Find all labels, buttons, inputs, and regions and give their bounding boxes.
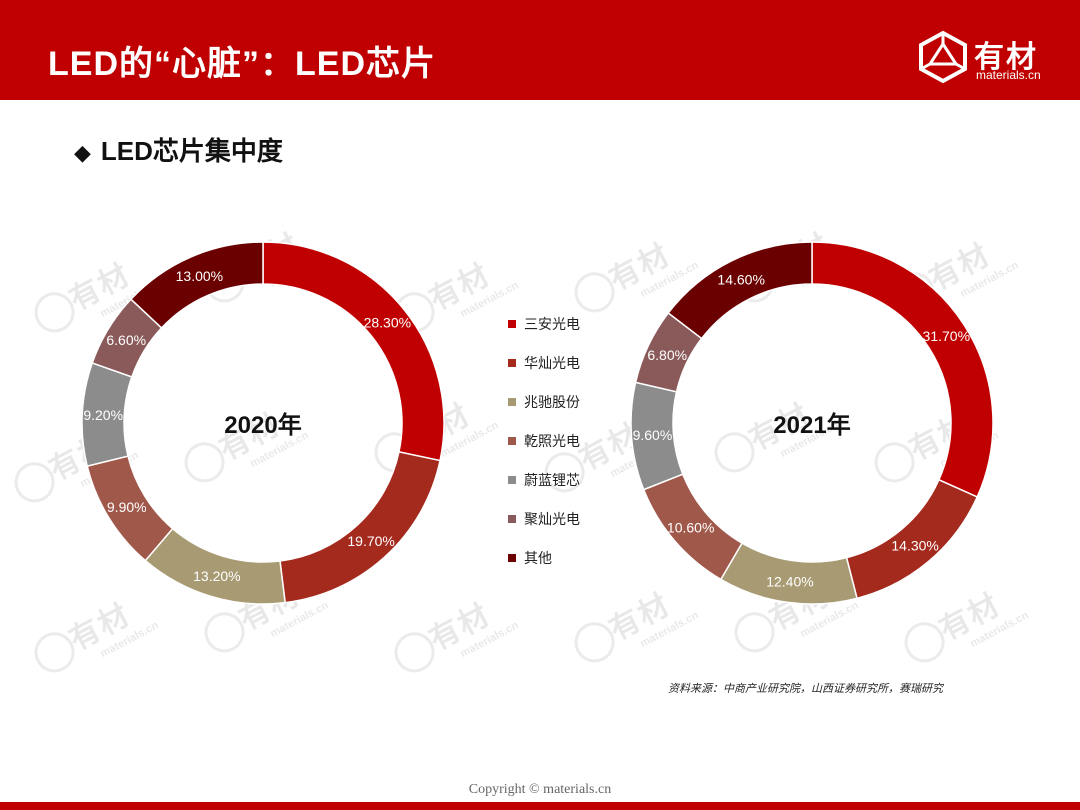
legend-label: 华灿光电 [524,355,580,371]
legend-label: 其他 [524,550,552,566]
legend-item: 其他 [508,548,580,568]
legend-label: 聚灿光电 [524,511,580,527]
diamond-bullet-icon: ◆ [74,140,91,165]
data-label: 13.20% [193,568,240,584]
donut-slice [667,241,813,340]
donut-slice [144,527,286,605]
legend-label: 蔚蓝锂芯 [524,472,580,488]
donut-chart-1: 31.70% 14.30% 12.40% 10.60% 9.60% 6.80% 14.60%… [630,241,994,605]
donut-slice [811,241,994,498]
legend-item: 三安光电 [508,314,580,334]
legend-swatch [508,476,516,484]
data-label: 9.90% [107,499,147,515]
legend-swatch [508,320,516,328]
chart-legend: 三安光电华灿光电兆驰股份乾照光电蔚蓝锂芯聚灿光电其他 [508,314,580,587]
page-title: LED的“心脏”：LED芯片 [48,45,436,83]
legend-item: 蔚蓝锂芯 [508,470,580,490]
donut-slice [279,450,441,604]
brand-logo: 有材 materials.cn [916,30,1066,86]
legend-item: 乾照光电 [508,431,580,451]
center-label: 2020年 [224,411,301,439]
legend-swatch [508,359,516,367]
data-label: 14.30% [891,537,938,553]
donut-slice [129,241,264,329]
data-label: 9.20% [83,407,123,423]
copyright-text: Copyright © materials.cn [468,782,612,797]
data-label: 10.60% [667,519,714,535]
data-label: 9.60% [633,427,673,443]
data-label: 13.00% [176,268,223,284]
center-label: 2021年 [773,411,850,439]
data-label: 6.60% [106,332,146,348]
data-label: 14.60% [717,272,764,288]
data-label: 12.40% [766,573,813,589]
section-title-text: LED芯片集中度 [100,136,283,166]
data-label: 28.30% [364,314,411,330]
legend-label: 三安光电 [524,316,580,332]
legend-item: 华灿光电 [508,353,580,373]
data-label: 6.80% [647,347,687,363]
logo-subtext: materials.cn [976,68,1041,82]
legend-swatch [508,398,516,406]
legend-swatch [508,437,516,445]
data-label: 19.70% [347,533,394,549]
legend-label: 兆驰股份 [524,394,580,410]
legend-swatch [508,554,516,562]
legend-swatch [508,515,516,523]
section-title: ◆ LED芯片集中度 [74,131,283,168]
header-bar: LED的“心脏”：LED芯片 有材 materials.cn [0,0,1080,100]
logo-text: 有材 [974,41,1038,74]
logo-icon [919,30,967,84]
legend-item: 聚灿光电 [508,509,580,529]
donut-chart-0: 28.30% 19.70% 13.20% 9.90% 9.20% 6.60% 13.00% 2… [81,241,445,605]
data-source-note: 资料来源：中商产业研究院，山西证券研究所，赛瑞研究 [668,683,943,695]
legend-label: 乾照光电 [524,433,580,449]
legend-item: 兆驰股份 [508,392,580,412]
data-label: 31.70% [923,328,970,344]
footer-bar [0,802,1080,810]
